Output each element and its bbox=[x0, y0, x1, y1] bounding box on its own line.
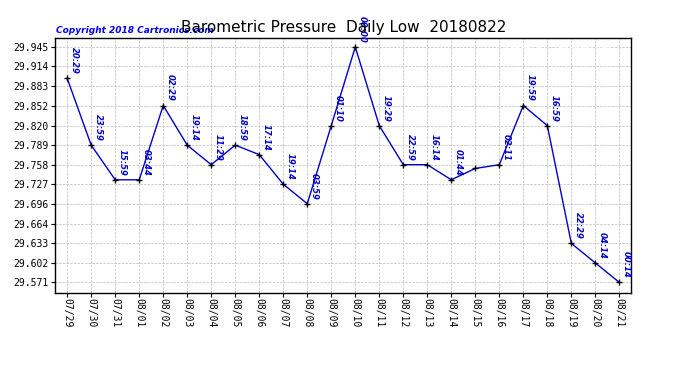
Text: 01:44: 01:44 bbox=[454, 149, 463, 176]
Text: 03:44: 03:44 bbox=[141, 149, 150, 176]
Text: 19:14: 19:14 bbox=[190, 114, 199, 141]
Text: 04:14: 04:14 bbox=[598, 232, 607, 259]
Text: 19:59: 19:59 bbox=[526, 75, 535, 101]
Text: 16:59: 16:59 bbox=[550, 94, 559, 122]
Text: 03:59: 03:59 bbox=[310, 172, 319, 200]
Text: 16:14: 16:14 bbox=[430, 134, 439, 160]
Text: Copyright 2018 Cartronics.com: Copyright 2018 Cartronics.com bbox=[56, 26, 213, 35]
Text: 22:29: 22:29 bbox=[574, 212, 583, 239]
Text: 19:14: 19:14 bbox=[286, 153, 295, 180]
Text: 02:29: 02:29 bbox=[166, 75, 175, 101]
Text: 22:59: 22:59 bbox=[406, 134, 415, 160]
Text: 01:10: 01:10 bbox=[334, 94, 343, 122]
Text: 20:29: 20:29 bbox=[70, 47, 79, 74]
Text: 18:59: 18:59 bbox=[237, 114, 247, 141]
Text: 15:59: 15:59 bbox=[118, 149, 127, 176]
Text: 00:14: 00:14 bbox=[622, 251, 631, 278]
Text: 17:14: 17:14 bbox=[262, 124, 270, 150]
Text: 23:59: 23:59 bbox=[94, 114, 103, 141]
Title: Barometric Pressure  Daily Low  20180822: Barometric Pressure Daily Low 20180822 bbox=[181, 20, 506, 35]
Text: 11:29: 11:29 bbox=[214, 134, 223, 160]
Text: 19:29: 19:29 bbox=[382, 94, 391, 122]
Text: 02:11: 02:11 bbox=[502, 134, 511, 160]
Text: 00:00: 00:00 bbox=[357, 16, 366, 43]
